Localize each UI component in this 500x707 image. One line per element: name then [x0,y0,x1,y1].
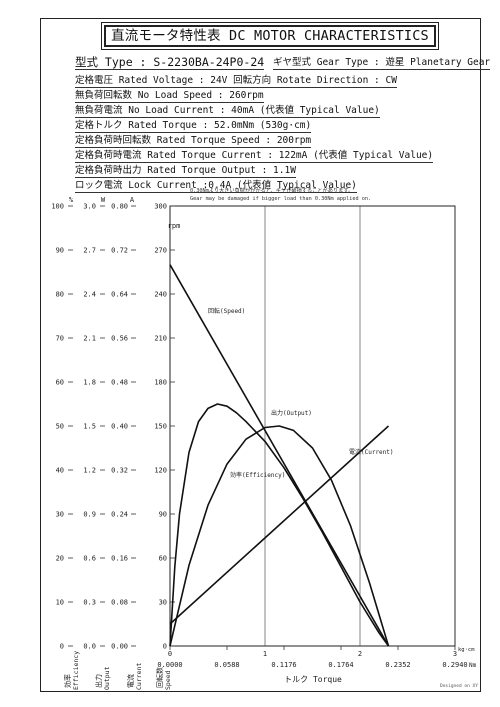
speed-tick-label: 210 [154,335,167,343]
current-tick-label: 0.80 [111,203,128,211]
output-tick-label: 1.8 [83,379,96,387]
efficiency-tick-label: 40 [56,467,64,475]
efficiency-tick-label: 0 [60,643,64,651]
x-tick-label-nm: 0.2352 [385,661,410,669]
speed-tick-label: 150 [154,423,167,431]
current-axis-unit: A [130,196,135,204]
efficiency-tick-label: 30 [56,511,64,519]
efficiency-tick-label: 80 [56,291,64,299]
x-tick-label-nm: 0.2940 [442,661,467,669]
current-axis-title-jp: 電流 [126,674,135,688]
speed-axis-unit: rpm [168,222,181,230]
page-title: 直流モータ特性表 DC MOTOR CHARACTERISTICS [101,22,439,50]
current-tick-label: 0.40 [111,423,128,431]
output-tick-label: 1.5 [83,423,96,431]
current-axis-title-en: Current [135,663,143,690]
current-tick-label: 0.16 [111,555,128,563]
speed-tick-label: 180 [154,379,167,387]
spec-no-load-current: 無負荷電流 No Load Current : 40mA (代表値 Typica… [75,105,380,118]
speed-axis-title-jp: 回転数 [155,667,164,688]
speed-tick-label: 0 [163,643,167,651]
x-unit-nm: Nm [469,662,477,669]
x-tick-label-nm: 0.1176 [271,661,296,669]
speed-tick-label: 90 [159,511,167,519]
spec-lock-current: ロック電流 Lock Current :0.4A (代表値 Typical Va… [75,180,357,193]
speed-tick-label: 120 [154,467,167,475]
current-tick-label: 0.00 [111,643,128,651]
efficiency-curve-label: 効率(Efficiency) [230,471,285,479]
current-tick-label: 0.64 [111,291,128,299]
output-tick-label: 0.6 [83,555,96,563]
output-curve-label: 出力(Output) [271,409,312,417]
current-tick-label: 0.24 [111,511,128,519]
efficiency-axis-title-en: Efficiency [72,651,80,690]
output-tick-label: 2.4 [83,291,96,299]
x-tick-label-nm: 0.0588 [214,661,239,669]
spec-no-load-speed: 無負荷回転数 No Load Speed : 260rpm [75,90,264,103]
efficiency-tick-label: 100 [51,203,64,211]
current-tick-label: 0.48 [111,379,128,387]
output-tick-label: 1.2 [83,467,96,475]
speed-curve [169,264,390,647]
output-axis-title-en: Output [103,666,111,690]
speed-curve-label: 回転(Speed) [208,307,245,315]
gear-warning-en: Gear may be damaged if bigger load than … [190,196,372,202]
speed-axis-title-en: Speed [164,670,172,690]
speed-tick-label: 300 [154,203,167,211]
speed-tick-label: 30 [159,599,167,607]
output-axis-title-jp: 出力 [94,674,103,688]
x-tick-label-kgcm: 1 [263,650,267,658]
x-tick-label-nm: 0.0000 [157,661,182,669]
current-tick-label: 0.32 [111,467,128,475]
output-tick-label: 3.0 [83,203,96,211]
x-tick-label-kgcm: 2 [358,650,362,658]
efficiency-axis-title-jp: 効率 [63,674,72,688]
gear-warning-jp: 0.30Nmより大きい負荷がかかると、ギヤが破損することがあります。 [190,188,354,194]
output-tick-label: 0.9 [83,511,96,519]
speed-tick-label: 60 [159,555,167,563]
spec-rated-torque-output: 定格負荷時出力 Rated Torque Output : 1.1W [75,165,296,178]
plot-frame [169,205,456,647]
spec-rated-voltage: 定格電圧 Rated Voltage : 24V 回転方向 Rotate Dir… [75,75,397,88]
x-tick-label-nm: 0.1764 [328,661,353,669]
gear-type-line: ギヤ型式 Gear Type : 遊星 Planetary Gear [273,57,491,70]
speed-tick-label: 270 [154,247,167,255]
current-tick-label: 0.72 [111,247,128,255]
model-type-line: 型式 Type : S-2230BA-24P0-24 [75,55,265,70]
output-axis-unit: W [101,196,106,204]
x-tick-label-kgcm: 3 [453,650,457,658]
speed-tick-label: 240 [154,291,167,299]
current-tick-label: 0.56 [111,335,128,343]
efficiency-tick-label: 90 [56,247,64,255]
output-tick-label: 0.0 [83,643,96,651]
efficiency-tick-label: 10 [56,599,64,607]
efficiency-tick-label: 70 [56,335,64,343]
output-tick-label: 2.1 [83,335,96,343]
efficiency-tick-label: 50 [56,423,64,431]
spec-sheet-border [40,18,481,692]
output-curve [169,425,390,647]
current-curve-label: 電流(Current) [349,448,394,456]
x-axis-title: トルク Torque [284,675,342,684]
x-tick-label-kgcm: 0 [168,650,172,658]
x-unit-kgcm: kg·cm [458,647,475,653]
spec-rated-torque-speed: 定格負荷時回転数 Rated Torque Speed : 200rpm [75,135,312,148]
output-tick-label: 2.7 [83,247,96,255]
efficiency-axis-unit: % [69,196,74,204]
spec-rated-torque: 定格トルク Rated Torque : 52.0mNm (530g·cm) [75,120,312,133]
efficiency-tick-label: 60 [56,379,64,387]
spec-rated-torque-current: 定格負荷時電流 Rated Torque Current : 122mA (代表… [75,150,434,163]
output-tick-label: 0.3 [83,599,96,607]
credit-text: Designed on XY [440,684,478,689]
efficiency-curve [169,403,390,647]
current-tick-label: 0.08 [111,599,128,607]
efficiency-tick-label: 20 [56,555,64,563]
current-curve [169,425,390,625]
